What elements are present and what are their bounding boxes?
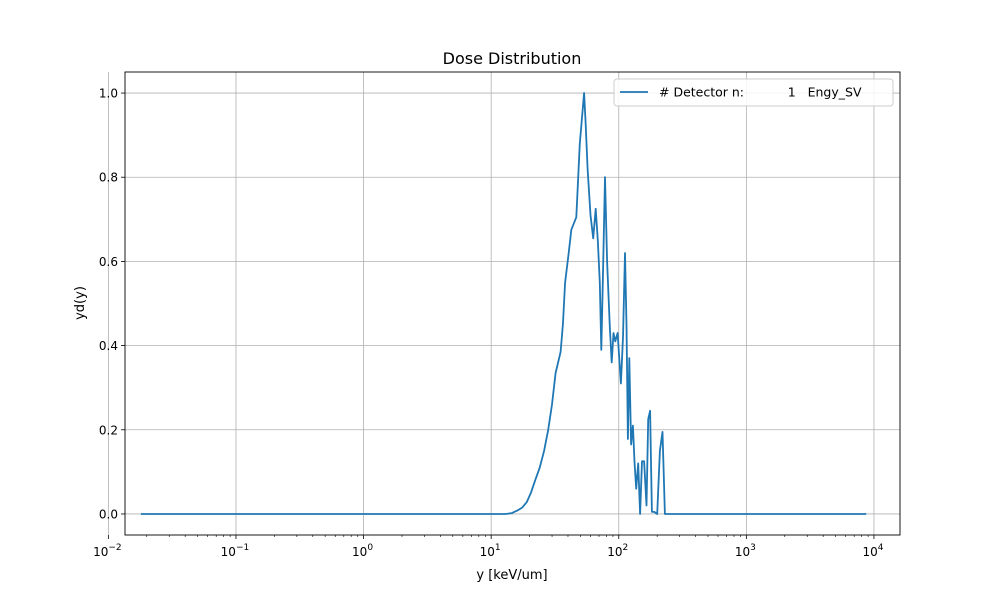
x-tick-label: 101 xyxy=(480,543,501,559)
x-tick-label: 103 xyxy=(735,543,756,559)
legend-box xyxy=(613,78,894,107)
y-tick-label: 0.8 xyxy=(99,171,118,185)
series-line xyxy=(140,92,867,515)
x-tick-label: 10−1 xyxy=(221,543,250,559)
y-tick-label: 0.4 xyxy=(99,339,118,353)
x-tick-label: 10−2 xyxy=(93,543,122,559)
chart-title: Dose Distribution xyxy=(443,49,582,68)
x-axis-label: y [keV/um] xyxy=(476,568,547,583)
x-tick-label: 104 xyxy=(862,543,883,559)
plot-area: 10−2 10−1 100 101 102 103 104 0.0 0.2 0.4 0.6 0.8 1.… xyxy=(93,71,901,559)
legend-label: # Detector n: 1 Engy_SV xyxy=(659,85,862,100)
y-tick-label: 1.0 xyxy=(99,87,118,101)
y-tick-label: 0.0 xyxy=(99,507,118,521)
x-tick-label: 102 xyxy=(607,543,628,559)
y-tick-label: 0.2 xyxy=(99,423,118,437)
y-axis-label: yd(y) xyxy=(73,286,88,320)
x-tick-label: 100 xyxy=(352,543,373,559)
axes-frame xyxy=(124,71,901,536)
y-tick-label: 0.6 xyxy=(99,255,118,269)
legend: # Detector n: 1 Engy_SV xyxy=(613,78,894,107)
